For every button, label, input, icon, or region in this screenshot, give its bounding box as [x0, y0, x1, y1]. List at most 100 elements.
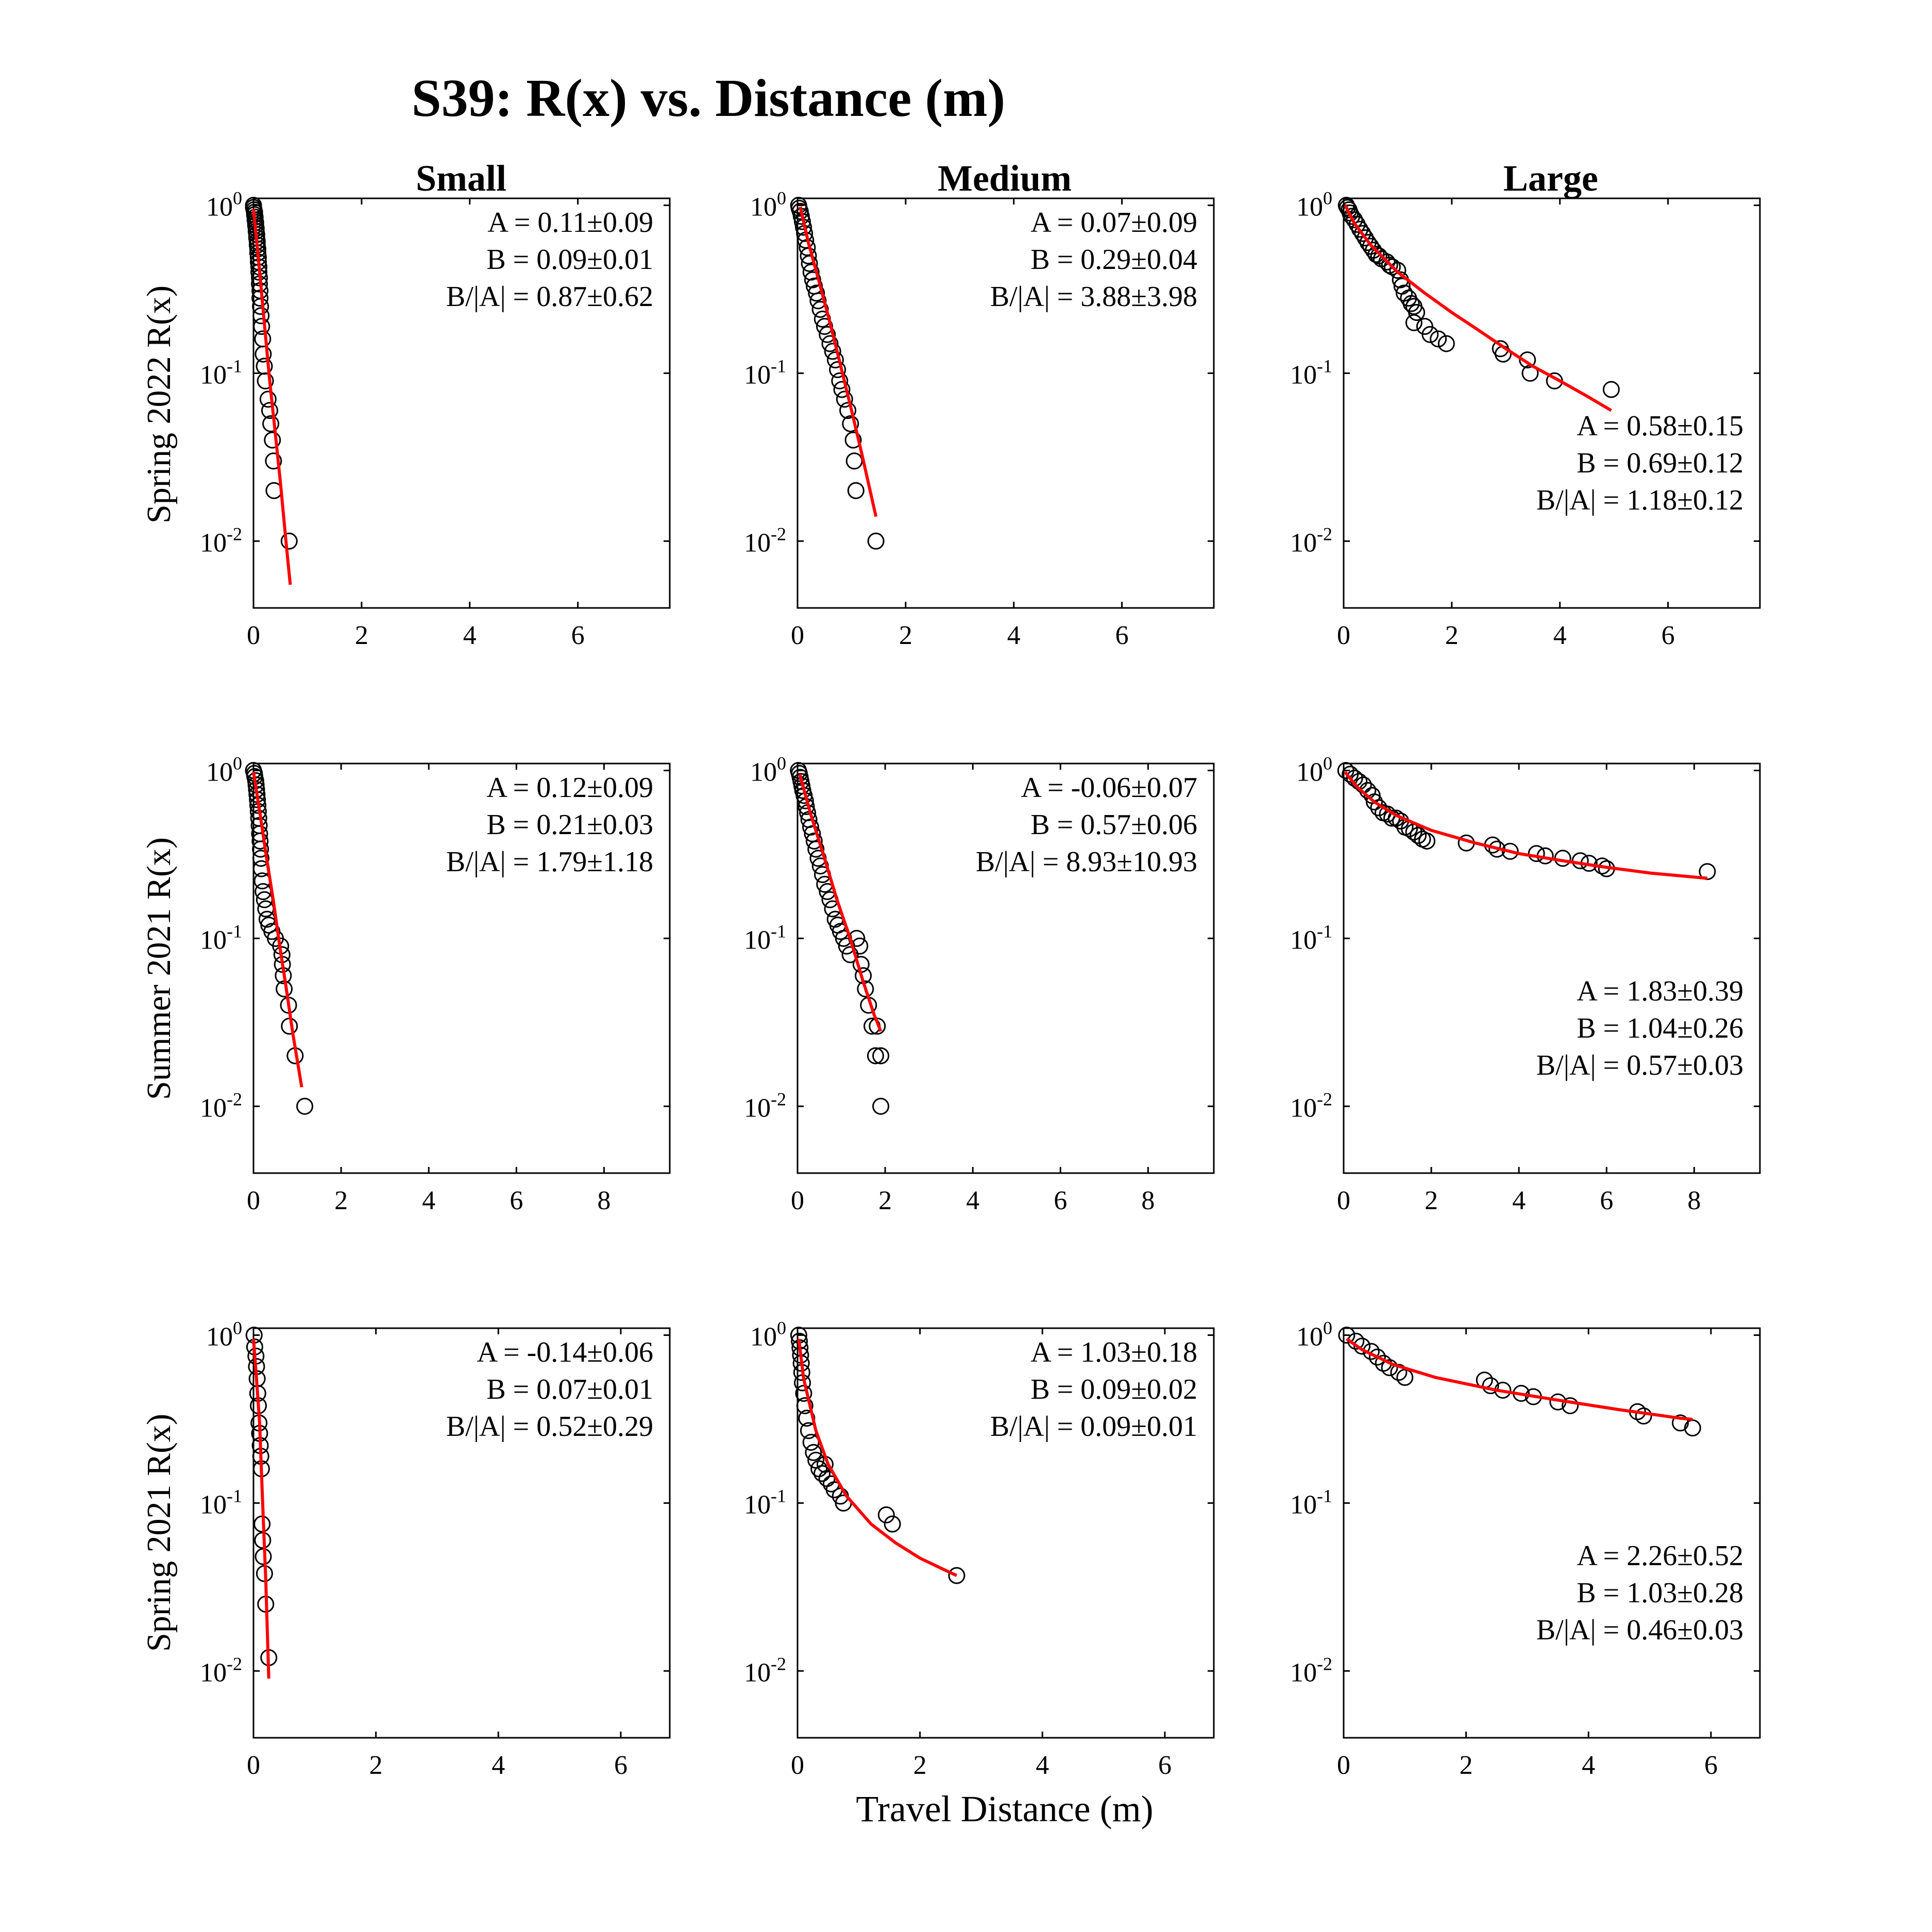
data-point	[805, 1444, 822, 1461]
axes-box	[1343, 762, 1761, 1174]
y-tick-label: 10-2	[1290, 1089, 1332, 1123]
y-tick-label: 10-2	[1290, 1653, 1332, 1687]
data-point	[1402, 295, 1420, 312]
data-point	[1482, 1377, 1499, 1395]
fit-line	[252, 1338, 270, 1679]
x-tick-label: 4	[1036, 1751, 1049, 1780]
x-tick-label: 2	[913, 1751, 927, 1780]
panel-2-1: 0 2 4 6 100 10-1 10-2 A = 1.03±0.18 B = 0.09±0.0…	[744, 1317, 1215, 1780]
y-tick-label: 100	[206, 188, 242, 222]
column-title-medium: Medium	[938, 158, 1072, 199]
x-tick-label: 0	[247, 1751, 260, 1780]
data-point	[819, 326, 836, 343]
data-point	[252, 307, 270, 325]
x-tick-label: 2	[1445, 621, 1459, 650]
y-tick-label: 10-2	[744, 1653, 786, 1687]
data-point	[836, 391, 853, 408]
x-tick-label: 0	[1337, 1751, 1350, 1780]
x-tick-label: 4	[492, 1751, 505, 1780]
panel-0-0: 0 2 4 6 100 10-1 10-2 A = 0.11±0.09 B = 0.09±0.0…	[200, 188, 671, 650]
y-tick-label: 100	[206, 1317, 242, 1351]
data-point	[1562, 1397, 1579, 1414]
axes-box	[796, 1327, 1215, 1739]
x-tick-label: 0	[791, 1751, 804, 1780]
data-point	[253, 318, 270, 335]
data-point	[841, 946, 859, 963]
fit-line	[797, 1338, 958, 1577]
data-point	[844, 431, 862, 449]
y-tick-label: 10-1	[1290, 921, 1332, 955]
x-tick-label: 6	[1662, 621, 1675, 650]
row-label-spring-2021: Spring 2021 R(x)	[140, 1414, 178, 1652]
fit-annotation: A = 0.11±0.09	[487, 207, 653, 239]
data-point	[1381, 257, 1398, 274]
axes-box	[252, 762, 671, 1174]
data-point	[1408, 304, 1426, 321]
data-point	[1421, 326, 1439, 343]
axes-box	[796, 197, 1215, 609]
fit-annotation: B/|A| = 0.52±0.29	[446, 1411, 653, 1443]
fit-annotation: B/|A| = 0.57±0.03	[1536, 1049, 1743, 1081]
data-point	[1672, 1414, 1689, 1432]
x-tick-label: 4	[463, 621, 477, 650]
data-point	[259, 391, 277, 408]
data-point	[1602, 381, 1620, 398]
data-point	[872, 1047, 890, 1064]
data-point	[805, 832, 823, 850]
fit-line	[798, 774, 883, 1032]
axes-box	[1343, 197, 1761, 609]
data-point	[1684, 1419, 1701, 1437]
panel-0-1: 0 2 4 6 100 10-1 10-2 A = 0.07±0.09 B = 0.29±0.0…	[744, 188, 1215, 650]
data-point	[1357, 229, 1374, 247]
fit-annotation: A = 0.07±0.09	[1030, 207, 1197, 239]
x-tick-label: 8	[1141, 1186, 1155, 1215]
x-tick-label: 2	[334, 1186, 348, 1215]
data-point	[867, 1047, 884, 1064]
y-tick-label: 100	[1296, 188, 1332, 222]
data-point	[809, 292, 827, 310]
data-point	[1338, 1326, 1355, 1344]
y-tick-label: 10-2	[200, 1653, 242, 1687]
column-title-large: Large	[1503, 158, 1598, 199]
data-point	[1346, 211, 1363, 229]
y-tick-label: 10-1	[200, 355, 242, 389]
x-tick-label: 6	[1115, 621, 1129, 650]
panel-1-2: 0 2 4 6 8 100 10-1 10-2 A = 1.83±0.39 B = 1.04±0.…	[1290, 753, 1761, 1215]
y-tick-label: 10-2	[744, 1089, 786, 1123]
x-tick-label: 4	[1553, 621, 1567, 650]
data-point	[804, 271, 821, 289]
fit-annotation: B = 1.04±0.26	[1577, 1012, 1743, 1044]
data-point	[877, 1506, 895, 1523]
data-point	[872, 1097, 890, 1115]
data-point	[252, 298, 269, 315]
data-point	[795, 1385, 812, 1402]
x-tick-label: 2	[899, 621, 912, 650]
row-label-summer-2021: Summer 2021 R(x)	[140, 837, 178, 1100]
fit-annotation: B/|A| = 8.93±10.93	[976, 846, 1197, 878]
fit-annotation: B/|A| = 3.88±3.98	[990, 281, 1197, 313]
data-point	[1635, 1407, 1652, 1425]
data-point	[1699, 863, 1716, 880]
y-tick-label: 10-2	[1290, 523, 1332, 557]
x-tick-label: 6	[510, 1186, 523, 1215]
data-point	[867, 532, 885, 550]
fit-line	[799, 206, 878, 517]
fit-annotation: A = 1.03±0.18	[1030, 1336, 1197, 1368]
y-tick-label: 10-2	[744, 523, 786, 557]
axes-box	[796, 762, 1215, 1174]
x-tick-label: 0	[791, 621, 804, 650]
fit-annotation: B/|A| = 1.18±0.12	[1536, 484, 1743, 516]
y-tick-label: 10-1	[200, 1485, 242, 1519]
axes-box	[252, 1327, 671, 1739]
data-point	[831, 372, 849, 389]
data-point	[839, 402, 857, 419]
data-point	[824, 343, 841, 360]
fit-annotation: A = 0.58±0.15	[1577, 410, 1743, 442]
x-tick-label: 2	[355, 621, 368, 650]
data-point	[1351, 221, 1368, 238]
fit-annotation: A = -0.14±0.06	[477, 1336, 653, 1368]
data-point	[802, 1434, 820, 1451]
panel-1-1: 0 2 4 6 8 100 10-1 10-2 A = -0.06±0.07 B = 0.57±0…	[744, 753, 1215, 1215]
data-point	[1378, 253, 1396, 270]
fit-annotation: B = 0.69±0.12	[1577, 447, 1743, 479]
